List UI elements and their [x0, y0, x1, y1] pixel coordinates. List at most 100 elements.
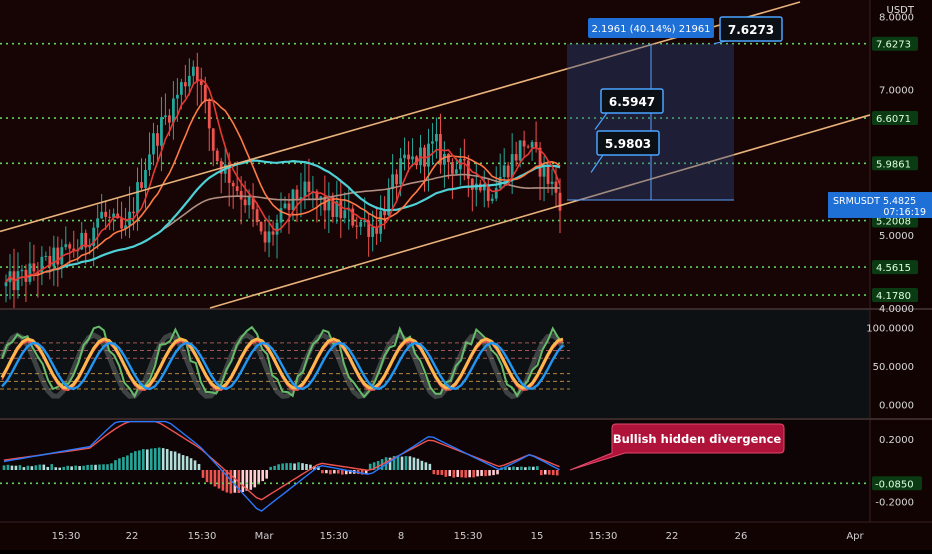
- candle[interactable]: [104, 211, 108, 217]
- candle[interactable]: [538, 147, 542, 177]
- candle[interactable]: [132, 211, 135, 214]
- candle[interactable]: [331, 195, 335, 217]
- candle[interactable]: [120, 218, 123, 229]
- candle[interactable]: [136, 182, 139, 214]
- candle[interactable]: [351, 208, 355, 226]
- candle[interactable]: [375, 226, 379, 234]
- candle[interactable]: [482, 184, 486, 191]
- candle[interactable]: [40, 256, 44, 275]
- annotation-bubble[interactable]: [569, 423, 785, 471]
- candle[interactable]: [295, 189, 299, 199]
- current-price-tag[interactable]: [828, 191, 932, 218]
- candle[interactable]: [227, 164, 231, 183]
- candle[interactable]: [435, 134, 438, 142]
- price-pane[interactable]: [0, 0, 870, 308]
- candle[interactable]: [307, 181, 311, 192]
- candle[interactable]: [207, 101, 211, 129]
- candle[interactable]: [179, 82, 183, 95]
- candle[interactable]: [96, 218, 100, 228]
- candle[interactable]: [187, 75, 191, 87]
- candle[interactable]: [447, 153, 450, 163]
- candle[interactable]: [215, 150, 219, 162]
- candle[interactable]: [379, 211, 383, 234]
- candle[interactable]: [423, 147, 426, 167]
- candle[interactable]: [518, 140, 522, 161]
- candle[interactable]: [124, 225, 127, 229]
- candle[interactable]: [415, 156, 418, 166]
- candle[interactable]: [558, 192, 562, 211]
- time-axis[interactable]: [0, 522, 932, 550]
- candle[interactable]: [20, 269, 24, 272]
- candle[interactable]: [534, 142, 538, 148]
- candle[interactable]: [542, 164, 546, 177]
- candle[interactable]: [199, 80, 203, 85]
- candle[interactable]: [391, 174, 395, 190]
- candle[interactable]: [494, 187, 498, 199]
- candle[interactable]: [44, 255, 48, 257]
- candle[interactable]: [303, 181, 307, 198]
- candle[interactable]: [359, 222, 363, 227]
- candle[interactable]: [395, 174, 398, 185]
- candle[interactable]: [530, 142, 534, 148]
- candle[interactable]: [211, 128, 215, 151]
- candle[interactable]: [450, 162, 454, 174]
- candle[interactable]: [299, 197, 303, 199]
- candle[interactable]: [327, 195, 331, 211]
- candle[interactable]: [48, 255, 52, 267]
- candle[interactable]: [144, 170, 147, 188]
- candle[interactable]: [168, 115, 171, 123]
- candle[interactable]: [191, 66, 195, 76]
- candle[interactable]: [164, 115, 167, 118]
- candle[interactable]: [52, 247, 56, 267]
- candle[interactable]: [363, 220, 367, 223]
- candle[interactable]: [462, 159, 466, 161]
- candle[interactable]: [271, 231, 275, 235]
- candle[interactable]: [490, 198, 494, 201]
- candle[interactable]: [371, 226, 375, 237]
- candle[interactable]: [56, 247, 60, 265]
- candle[interactable]: [514, 154, 518, 161]
- candle[interactable]: [339, 201, 343, 219]
- candle[interactable]: [16, 271, 20, 291]
- candle[interactable]: [522, 140, 526, 147]
- candle[interactable]: [506, 165, 510, 178]
- candle[interactable]: [152, 133, 155, 155]
- candle[interactable]: [355, 225, 359, 227]
- candle[interactable]: [403, 154, 406, 159]
- candle[interactable]: [502, 165, 506, 177]
- candle[interactable]: [407, 154, 410, 160]
- candle[interactable]: [148, 154, 151, 171]
- candle[interactable]: [283, 203, 287, 209]
- candle[interactable]: [411, 156, 414, 160]
- candle[interactable]: [80, 232, 84, 250]
- candle[interactable]: [335, 201, 339, 217]
- candle[interactable]: [231, 182, 235, 187]
- candle[interactable]: [383, 211, 387, 216]
- candle[interactable]: [267, 231, 271, 243]
- candle[interactable]: [550, 181, 554, 184]
- candle[interactable]: [486, 184, 490, 201]
- candle[interactable]: [510, 154, 514, 178]
- candle[interactable]: [175, 94, 179, 99]
- target-box[interactable]: [596, 130, 660, 156]
- candle[interactable]: [183, 82, 187, 87]
- candle[interactable]: [84, 232, 88, 248]
- candle[interactable]: [319, 196, 323, 200]
- candle[interactable]: [315, 191, 319, 200]
- candle[interactable]: [108, 216, 112, 218]
- candle[interactable]: [387, 189, 391, 216]
- candle[interactable]: [526, 146, 530, 148]
- candle[interactable]: [203, 84, 207, 102]
- candle[interactable]: [24, 269, 28, 282]
- candle[interactable]: [443, 153, 446, 165]
- candle[interactable]: [28, 263, 32, 282]
- candle[interactable]: [343, 210, 347, 219]
- candle[interactable]: [367, 220, 371, 237]
- candle[interactable]: [68, 244, 72, 249]
- candle[interactable]: [466, 160, 470, 179]
- candle[interactable]: [399, 158, 402, 185]
- candle[interactable]: [92, 227, 96, 246]
- candle[interactable]: [171, 98, 175, 123]
- candle[interactable]: [112, 213, 116, 218]
